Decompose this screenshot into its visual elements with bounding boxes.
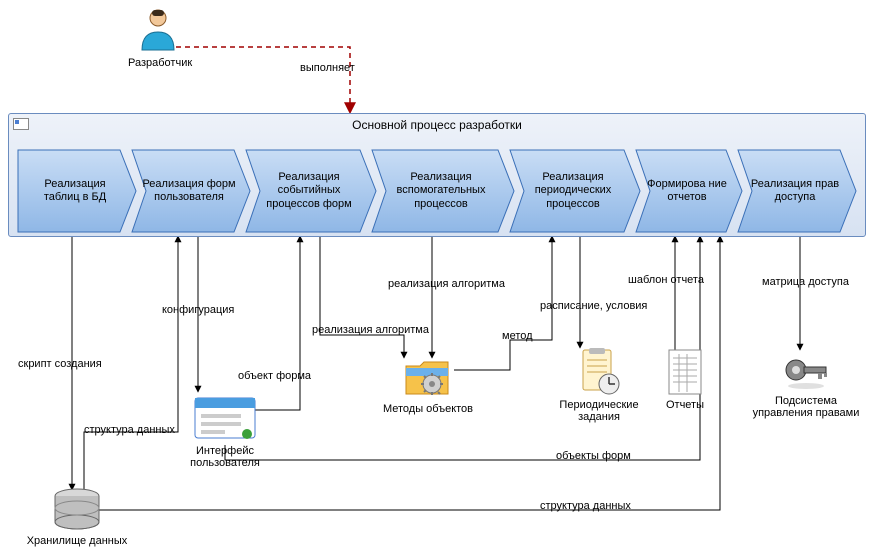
edge-alg2: реализация алгоритма: [388, 278, 505, 290]
edge-struct2: структура данных: [540, 500, 631, 512]
process-step-label: Формирова ние отчетов: [646, 178, 728, 204]
process-step-6: Формирова ние отчетов: [634, 148, 744, 234]
edge-matrix: матрица доступа: [762, 276, 849, 288]
form-icon: [193, 392, 257, 442]
reports-label: Отчеты: [650, 399, 720, 411]
edge-alg1: реализация алгоритма: [312, 324, 429, 336]
process-step-3: Реализация событийных процессов форм: [244, 148, 378, 234]
obj-rights: Подсистема управления правами: [744, 350, 868, 419]
window-icon: [13, 118, 29, 130]
edge-actor-label: выполняет: [300, 62, 355, 74]
gear-folder-icon: [402, 356, 454, 400]
obj-reports: Отчеты: [650, 348, 720, 411]
methods-label: Методы объектов: [378, 403, 478, 415]
edge-config: конфигурация: [162, 304, 234, 316]
actor-label: Разработчик: [128, 57, 188, 69]
edge-method: метод: [502, 330, 533, 342]
clipboard-clock-icon: [575, 346, 623, 396]
rights-label: Подсистема управления правами: [744, 395, 868, 419]
process-step-label: Реализация событийных процессов форм: [256, 171, 362, 211]
process-step-label: Реализация таблиц в БД: [28, 178, 122, 204]
process-step-label: Реализация прав доступа: [748, 178, 842, 204]
process-step-label: Реализация форм пользователя: [142, 178, 236, 204]
edge-struct1: структура данных: [84, 424, 175, 436]
report-icon: [665, 348, 705, 396]
edge-schedule: расписание, условия: [540, 300, 647, 312]
process-step-5: Реализация периодических процессов: [508, 148, 642, 234]
process-step-1: Реализация таблиц в БД: [16, 148, 138, 234]
database-icon: [49, 488, 105, 532]
process-step-7: Реализация прав доступа: [736, 148, 858, 234]
storage-label: Хранилище данных: [22, 535, 132, 547]
ui-label: Интерфейс пользователя: [170, 445, 280, 469]
edge-script: скрипт создания: [18, 358, 102, 370]
actor-developer: Разработчик: [128, 6, 188, 69]
edge-formobjs: объекты форм: [556, 450, 631, 462]
edge-formobj: объект форма: [238, 370, 311, 382]
obj-methods: Методы объектов: [378, 356, 478, 415]
obj-periodic: Периодические задания: [544, 346, 654, 423]
process-step-label: Реализация вспомогательных процессов: [382, 171, 500, 211]
obj-ui: Интерфейс пользователя: [170, 392, 280, 469]
person-icon: [134, 6, 182, 54]
process-step-label: Реализация периодических процессов: [520, 171, 626, 211]
obj-storage: Хранилище данных: [22, 488, 132, 547]
process-step-4: Реализация вспомогательных процессов: [370, 148, 516, 234]
container-title: Основной процесс разработки: [9, 114, 865, 136]
periodic-label: Периодические задания: [544, 399, 654, 423]
process-step-2: Реализация форм пользователя: [130, 148, 252, 234]
key-icon: [780, 350, 832, 392]
edge-tmpl: шаблон отчета: [628, 274, 704, 286]
